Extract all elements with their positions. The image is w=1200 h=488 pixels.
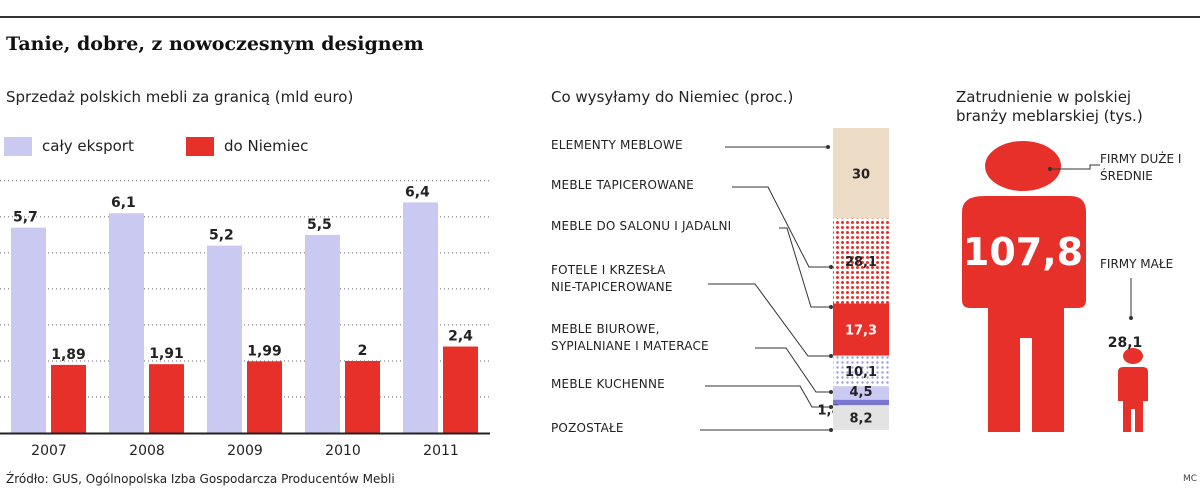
value-label-export: 5,7: [13, 210, 38, 226]
leader-dot: [1048, 167, 1052, 171]
category-label: POZOSTAŁE: [551, 421, 624, 435]
employment-pictogram: 107,8 28,1: [962, 141, 1148, 432]
value-label-export: 5,5: [307, 217, 332, 233]
category-label: MEBLE TAPICEROWANE: [551, 178, 694, 192]
export-chart-title: Sprzedaż polskich mebli za granicą (mld …: [6, 88, 354, 106]
category-label: MEBLE DO SALONU I JADALNI: [551, 219, 732, 233]
germany-chart-title: Co wysyłamy do Niemiec (proc.): [551, 88, 794, 106]
pictogram-leaders: [1050, 164, 1132, 318]
large-item-label: FIRMY DUŻE I ŚREDNIE: [1100, 152, 1182, 183]
value-label-germany: 1,89: [51, 347, 86, 363]
value-label-export: 6,4: [405, 184, 430, 200]
legend-swatch-export: [4, 137, 32, 156]
bar-export: [403, 202, 438, 433]
credit-mark: MC: [1183, 474, 1198, 484]
bar-germany: [149, 364, 184, 433]
stack-segment: [833, 399, 889, 406]
x-tick-label: 2010: [325, 443, 361, 459]
category-label: MEBLE BIUROWE, SYPIALNIANE I MATERACE: [551, 322, 709, 353]
stack-segment: [833, 405, 889, 430]
segment-value-label: 10,1: [845, 365, 877, 380]
category-label: FOTELE I KRZESŁA NIE-TAPICEROWANE: [551, 263, 673, 294]
x-tick-label: 2011: [423, 443, 459, 459]
value-label-germany: 2: [358, 343, 368, 359]
bar-export: [207, 245, 242, 433]
employment-title: Zatrudnienie w polskiej branży meblarski…: [956, 88, 1143, 125]
top-rule: [0, 16, 1200, 18]
bar-export: [109, 213, 144, 433]
small-value-label: 28,1: [1108, 335, 1143, 351]
value-label-export: 6,1: [111, 195, 136, 211]
x-tick-label: 2008: [129, 443, 165, 459]
bar-germany: [51, 364, 86, 433]
stack-segment: [833, 355, 889, 387]
large-value-label: 107,8: [963, 230, 1083, 274]
segment-value-label: 30: [852, 167, 870, 182]
bar-export: [305, 234, 340, 433]
export-bar-chart: 5,7 1,89 2007 6,1 1,91 2008 5,2 1,99 2009 5,5 2 201…: [0, 180, 490, 459]
leader-dot: [1129, 316, 1133, 320]
bar-export: [11, 227, 46, 433]
segment-value-label: 17,3: [845, 324, 877, 339]
bar-germany: [345, 360, 380, 433]
large-person-icon: [962, 141, 1086, 432]
segment-value-label: 4,5: [849, 385, 872, 400]
leader-lines: [700, 146, 830, 431]
small-item-label: FIRMY MAŁE: [1100, 257, 1174, 271]
stack-segment: [833, 128, 889, 219]
segment-value-label: 28,1: [845, 255, 877, 270]
page-title: Tanie, dobre, z nowoczesnym designem: [6, 33, 424, 55]
small-person-icon: [1118, 348, 1148, 432]
value-label-germany: 2,4: [448, 329, 473, 345]
stack-segment: [833, 303, 889, 356]
legend-swatch-germany: [186, 137, 214, 156]
segment-value-label: 8,2: [849, 412, 872, 427]
legend-label-germany: do Niemiec: [224, 137, 309, 155]
legend-label-export: cały eksport: [42, 137, 134, 155]
category-label: ELEMENTY MEBLOWE: [551, 138, 683, 152]
value-label-germany: 1,91: [149, 346, 184, 362]
value-label-germany: 1,99: [247, 343, 282, 359]
x-tick-label: 2009: [227, 443, 263, 459]
value-label-export: 5,2: [209, 228, 234, 244]
stack-segment: [833, 218, 889, 304]
source-note: Źródło: GUS, Ogólnopolska Izba Gospodarc…: [6, 472, 395, 486]
x-tick-label: 2007: [31, 443, 67, 459]
stack-segment: [833, 386, 889, 400]
bar-germany: [247, 361, 282, 433]
bar-germany: [443, 346, 478, 433]
leader-dots: [826, 145, 833, 432]
category-label: MEBLE KUCHENNE: [551, 377, 665, 391]
